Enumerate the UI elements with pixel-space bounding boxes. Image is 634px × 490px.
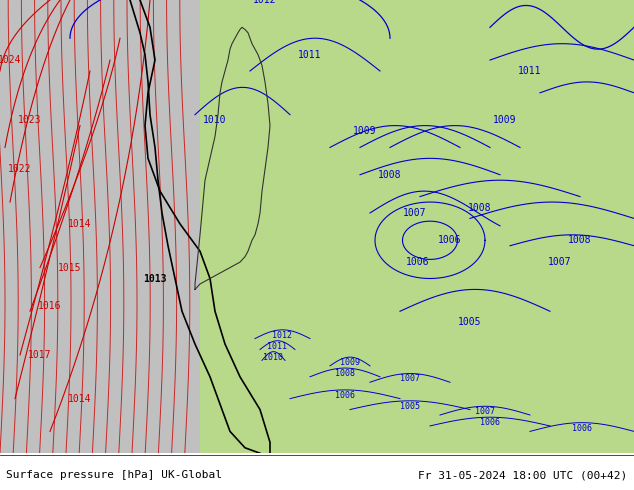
Text: 1008: 1008 <box>469 202 492 213</box>
Text: 1024: 1024 <box>0 55 22 65</box>
Text: 1009: 1009 <box>493 115 517 125</box>
Text: 1006: 1006 <box>406 257 430 267</box>
Text: 1005: 1005 <box>400 402 420 411</box>
Text: 1006: 1006 <box>335 391 355 400</box>
Text: 1010: 1010 <box>263 353 283 362</box>
Text: 1005: 1005 <box>458 317 482 327</box>
Text: 1006: 1006 <box>572 424 592 433</box>
Text: 1014: 1014 <box>68 219 92 229</box>
Text: 1023: 1023 <box>18 115 42 125</box>
Text: 1009: 1009 <box>353 126 377 136</box>
Text: 1017: 1017 <box>29 350 52 360</box>
Text: 1014: 1014 <box>68 393 92 404</box>
Polygon shape <box>0 0 200 453</box>
Polygon shape <box>150 0 634 453</box>
Text: 1006: 1006 <box>438 235 462 245</box>
Text: 1008: 1008 <box>378 170 402 180</box>
Text: 1008: 1008 <box>335 369 355 378</box>
Text: Surface pressure [hPa] UK-Global: Surface pressure [hPa] UK-Global <box>6 470 223 480</box>
Text: Fr 31-05-2024 18:00 UTC (00+42): Fr 31-05-2024 18:00 UTC (00+42) <box>418 470 628 480</box>
Text: 1015: 1015 <box>58 263 82 272</box>
Text: 1009: 1009 <box>340 358 360 367</box>
Text: 1008: 1008 <box>568 235 592 245</box>
Text: 1006: 1006 <box>480 418 500 427</box>
Text: 1010: 1010 <box>204 115 227 125</box>
Text: 1013: 1013 <box>143 273 167 284</box>
Text: 1011: 1011 <box>267 342 287 351</box>
Text: 1011: 1011 <box>298 49 321 60</box>
Text: 1007: 1007 <box>475 407 495 416</box>
Text: 1016: 1016 <box>38 301 61 311</box>
Text: 1007: 1007 <box>548 257 572 267</box>
Text: 1007: 1007 <box>400 374 420 384</box>
Text: 1007: 1007 <box>403 208 427 218</box>
Text: 1012: 1012 <box>272 331 292 340</box>
Text: 1012: 1012 <box>253 0 277 5</box>
Text: 1022: 1022 <box>8 164 32 174</box>
Text: 1011: 1011 <box>518 66 541 76</box>
